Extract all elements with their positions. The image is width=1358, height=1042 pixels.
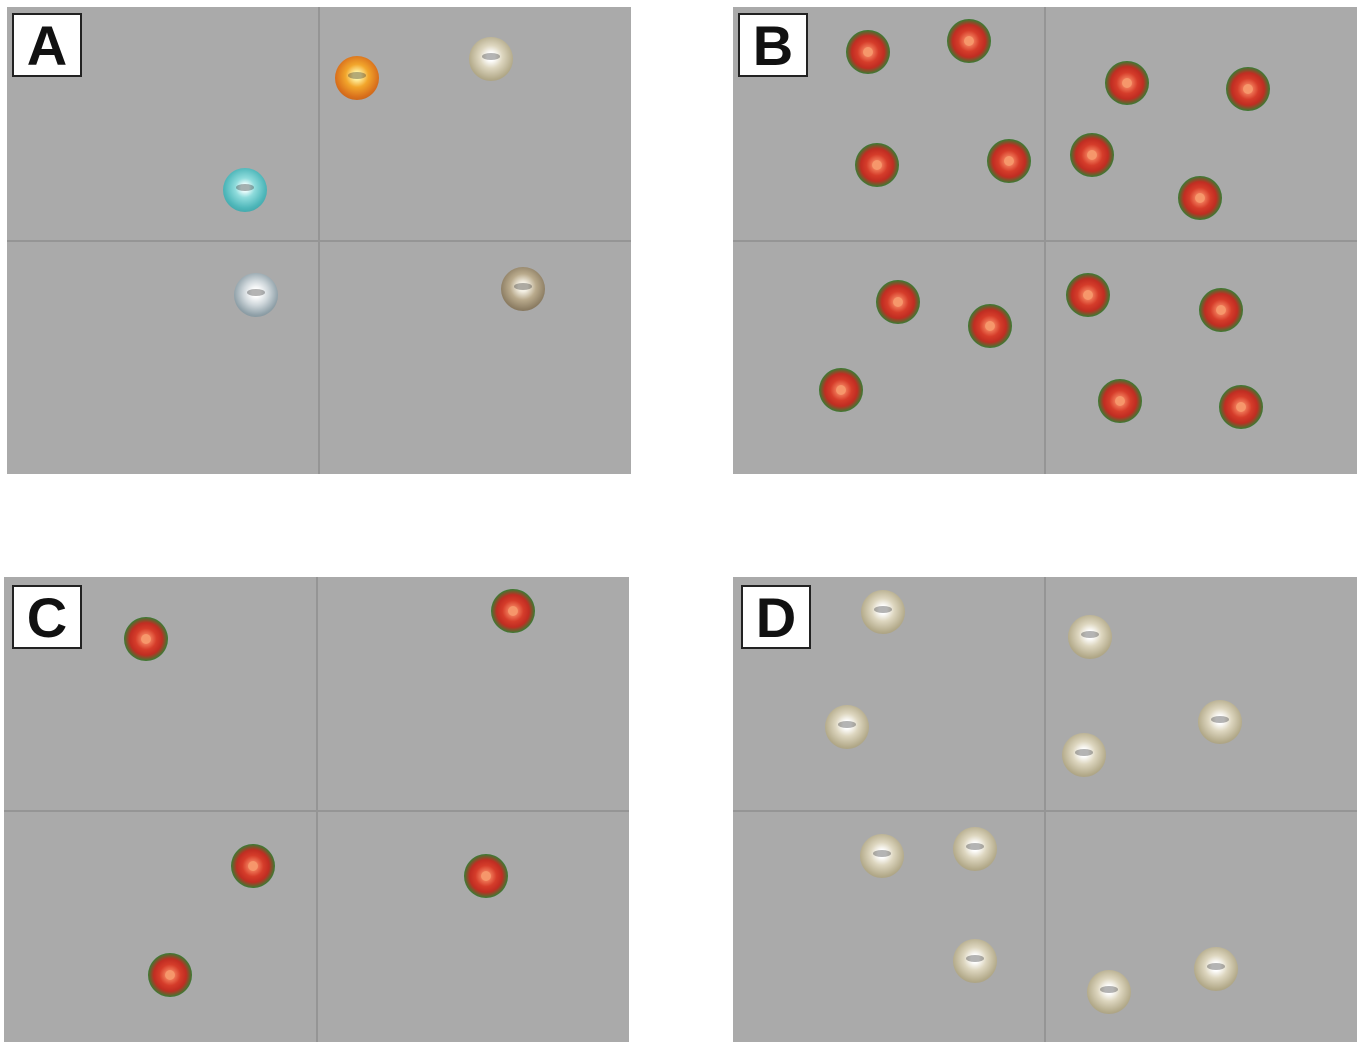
red-flower-icon (1226, 67, 1270, 111)
panel-b: B (733, 7, 1357, 474)
panel-label: D (741, 585, 811, 649)
speckled-frog-icon (501, 267, 545, 311)
red-flower-icon (124, 617, 168, 661)
beige-frog-icon (1062, 733, 1106, 777)
panel-label: B (738, 13, 808, 77)
red-flower-icon (1199, 288, 1243, 332)
cyan-frog-icon (223, 168, 267, 212)
red-flower-icon (855, 143, 899, 187)
orange-frog-icon (335, 56, 379, 100)
red-flower-icon (1066, 273, 1110, 317)
red-flower-icon (968, 304, 1012, 348)
red-flower-icon (231, 844, 275, 888)
vertical-divider (1044, 577, 1046, 1042)
panel-label: C (12, 585, 82, 649)
red-flower-icon (491, 589, 535, 633)
panel-c: C (4, 577, 629, 1042)
red-flower-icon (1219, 385, 1263, 429)
beige-frog-icon (469, 37, 513, 81)
red-flower-icon (819, 368, 863, 412)
horizontal-divider (7, 240, 631, 242)
beige-frog-icon (1194, 947, 1238, 991)
grey-frog-icon (234, 273, 278, 317)
beige-frog-icon (861, 590, 905, 634)
red-flower-icon (1098, 379, 1142, 423)
red-flower-icon (876, 280, 920, 324)
horizontal-divider (4, 810, 629, 812)
panel-a: A (7, 7, 631, 474)
beige-frog-icon (1198, 700, 1242, 744)
panel-d: D (733, 577, 1357, 1042)
red-flower-icon (947, 19, 991, 63)
red-flower-icon (987, 139, 1031, 183)
panel-label: A (12, 13, 82, 77)
beige-frog-icon (860, 834, 904, 878)
red-flower-icon (464, 854, 508, 898)
beige-frog-icon (1087, 970, 1131, 1014)
beige-frog-icon (953, 939, 997, 983)
horizontal-divider (733, 810, 1357, 812)
beige-frog-icon (1068, 615, 1112, 659)
red-flower-icon (1178, 176, 1222, 220)
red-flower-icon (1105, 61, 1149, 105)
beige-frog-icon (825, 705, 869, 749)
beige-frog-icon (953, 827, 997, 871)
red-flower-icon (148, 953, 192, 997)
red-flower-icon (1070, 133, 1114, 177)
horizontal-divider (733, 240, 1357, 242)
vertical-divider (316, 577, 318, 1042)
red-flower-icon (846, 30, 890, 74)
